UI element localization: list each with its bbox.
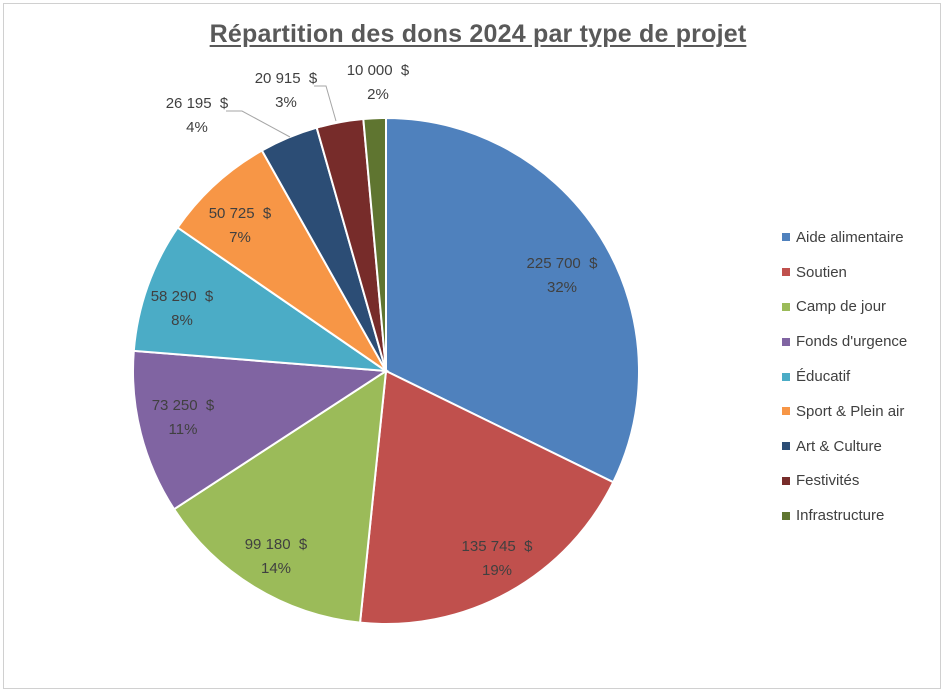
legend-entry: Sport & Plein air — [782, 394, 907, 429]
legend-swatch — [782, 442, 790, 451]
legend-swatch — [782, 511, 790, 520]
legend-entry: Infrastructure — [782, 498, 907, 533]
data-label-percent: 19% — [482, 562, 512, 579]
data-label-percent: 2% — [367, 86, 389, 103]
leader-line — [226, 110, 291, 138]
data-label-percent: 32% — [547, 279, 577, 296]
legend-label: Fonds d'urgence — [796, 333, 908, 351]
pie-slice — [362, 116, 387, 372]
data-label: 50 725 $ 7% — [209, 205, 272, 246]
data-label: 10 000 $ 2% — [347, 62, 410, 103]
leader-lines — [226, 85, 337, 138]
legend-entry: Aide alimentaire — [782, 220, 907, 255]
pie-slice — [172, 369, 388, 624]
legend-label: Aide alimentaire — [796, 228, 904, 246]
data-label: 20 915 $ 3% — [255, 70, 318, 111]
pie-data-labels: 225 700 $ 32% 135 745 $ 19% 99 180 $ 14% 73 25… — [151, 62, 598, 579]
pie-slices — [132, 116, 640, 626]
data-label-value: 58 290 $ — [151, 288, 214, 305]
pie-slice — [176, 149, 387, 372]
data-label-percent: 8% — [171, 312, 193, 329]
chart-legend: Aide alimentaire Soutien Camp de jour Fonds… — [782, 220, 907, 533]
data-label-value: 10 000 $ — [347, 62, 410, 79]
data-label-value: 99 180 $ — [245, 536, 308, 553]
legend-swatch — [782, 407, 790, 416]
data-label-value: 135 745 $ — [462, 538, 534, 555]
legend-label: Infrastructure — [796, 507, 885, 525]
data-label-percent: 3% — [275, 94, 297, 111]
data-label-value: 20 915 $ — [255, 70, 318, 87]
legend-entry: Camp de jour — [782, 290, 907, 325]
legend-swatch — [782, 268, 790, 277]
pie-slice — [132, 349, 390, 511]
data-label-percent: 14% — [261, 560, 291, 577]
leader-line — [314, 85, 337, 122]
legend-label: Sport & Plein air — [796, 402, 905, 420]
chart-title: Répartition des dons 2024 par type de pr… — [209, 20, 747, 48]
data-label-value: 225 700 $ — [527, 255, 599, 272]
legend-label: Camp de jour — [796, 298, 887, 316]
data-label-percent: 11% — [169, 421, 198, 438]
data-label: 58 290 $ 8% — [151, 288, 214, 329]
data-label: 73 250 $ 11% — [152, 397, 215, 438]
legend-entry: Soutien — [782, 255, 907, 290]
pie-slice — [385, 116, 640, 484]
data-label-value: 73 250 $ — [152, 397, 215, 414]
legend-label: Festivités — [796, 472, 860, 490]
legend-swatch — [782, 233, 790, 242]
legend-label: Art & Culture — [796, 437, 882, 455]
legend-label: Éducatif — [796, 368, 851, 386]
legend-swatch — [782, 372, 790, 381]
data-label-percent: 7% — [229, 229, 251, 246]
data-label: 26 195 $ 4% — [166, 95, 229, 136]
data-label: 99 180 $ 14% — [245, 536, 308, 577]
legend-swatch — [782, 476, 790, 485]
data-label: 225 700 $ 32% — [527, 255, 599, 296]
pie-slice — [132, 226, 390, 373]
legend-entry: Fonds d'urgence — [782, 324, 907, 359]
legend-label: Soutien — [796, 263, 847, 281]
data-label-percent: 4% — [186, 119, 208, 136]
data-label: 135 745 $ 19% — [462, 538, 534, 579]
legend-entry: Éducatif — [782, 359, 907, 394]
legend-swatch — [782, 302, 790, 311]
legend-swatch — [782, 337, 790, 346]
legend-entry: Art & Culture — [782, 429, 907, 464]
legend-entry: Festivités — [782, 464, 907, 499]
pie-slice — [358, 369, 615, 626]
data-label-value: 50 725 $ — [209, 205, 272, 222]
data-label-value: 26 195 $ — [166, 95, 229, 112]
